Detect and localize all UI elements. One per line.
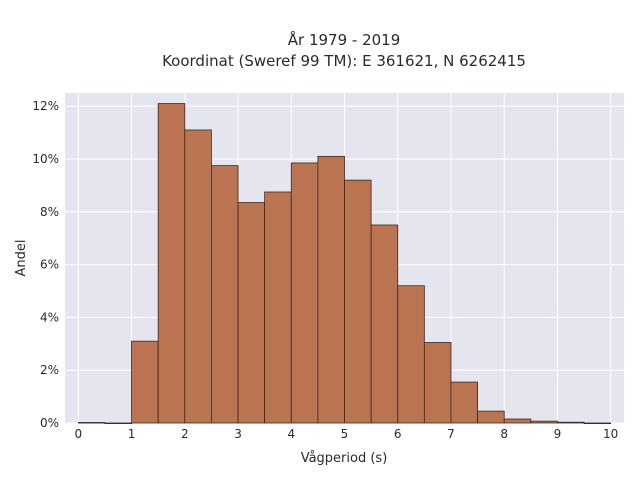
histogram-bar — [397, 285, 425, 424]
x-axis-ticks: 0 1 2 3 4 5 6 7 8 9 10 — [74, 427, 618, 441]
x-tick-label: 10 — [603, 427, 618, 441]
chart-title-line-2: Koordinat (Sweref 99 TM): E 361621, N 62… — [162, 52, 526, 70]
x-tick-label: 4 — [287, 427, 295, 441]
y-tick-label: 2% — [40, 363, 59, 377]
histogram-bar — [104, 422, 132, 425]
histogram-bar — [503, 418, 532, 424]
bars — [77, 103, 612, 425]
x-tick-label: 5 — [341, 427, 349, 441]
y-tick-label: 4% — [40, 310, 59, 324]
histogram-bar — [131, 340, 159, 424]
x-tick-label: 0 — [74, 427, 82, 441]
histogram-bar — [583, 422, 612, 425]
x-axis-label: Vågperiod (s) — [301, 451, 388, 466]
y-tick-label: 8% — [40, 205, 59, 219]
histogram-bar — [77, 422, 106, 424]
x-tick-label: 1 — [128, 427, 136, 441]
histogram-bar — [290, 162, 319, 424]
chart-title-line-1: År 1979 - 2019 — [288, 30, 401, 49]
x-tick-label: 7 — [447, 427, 455, 441]
y-tick-label: 10% — [32, 152, 59, 166]
histogram-bar — [557, 421, 585, 424]
y-axis-label: Andel — [14, 240, 29, 277]
y-axis-ticks: 0% 2% 4% 6% 8% 10% 12% — [32, 99, 59, 430]
histogram-bar — [423, 342, 452, 424]
histogram-bar — [370, 224, 399, 424]
y-tick-label: 12% — [32, 99, 59, 113]
histogram-bar — [450, 381, 478, 424]
x-tick-label: 9 — [554, 427, 562, 441]
histogram-bar — [237, 202, 266, 424]
histogram-bar — [530, 420, 558, 424]
x-tick-label: 2 — [181, 427, 189, 441]
histogram-bar — [184, 129, 212, 424]
histogram-bar — [344, 179, 372, 424]
histogram-bar — [157, 103, 186, 424]
histogram-bar — [264, 191, 292, 424]
y-tick-label: 0% — [40, 416, 59, 430]
x-tick-label: 8 — [500, 427, 508, 441]
x-tick-label: 3 — [234, 427, 242, 441]
y-tick-label: 6% — [40, 258, 59, 272]
histogram-bar — [211, 165, 239, 424]
histogram-bar — [477, 410, 505, 424]
x-tick-label: 6 — [394, 427, 402, 441]
histogram-bar — [317, 155, 345, 424]
